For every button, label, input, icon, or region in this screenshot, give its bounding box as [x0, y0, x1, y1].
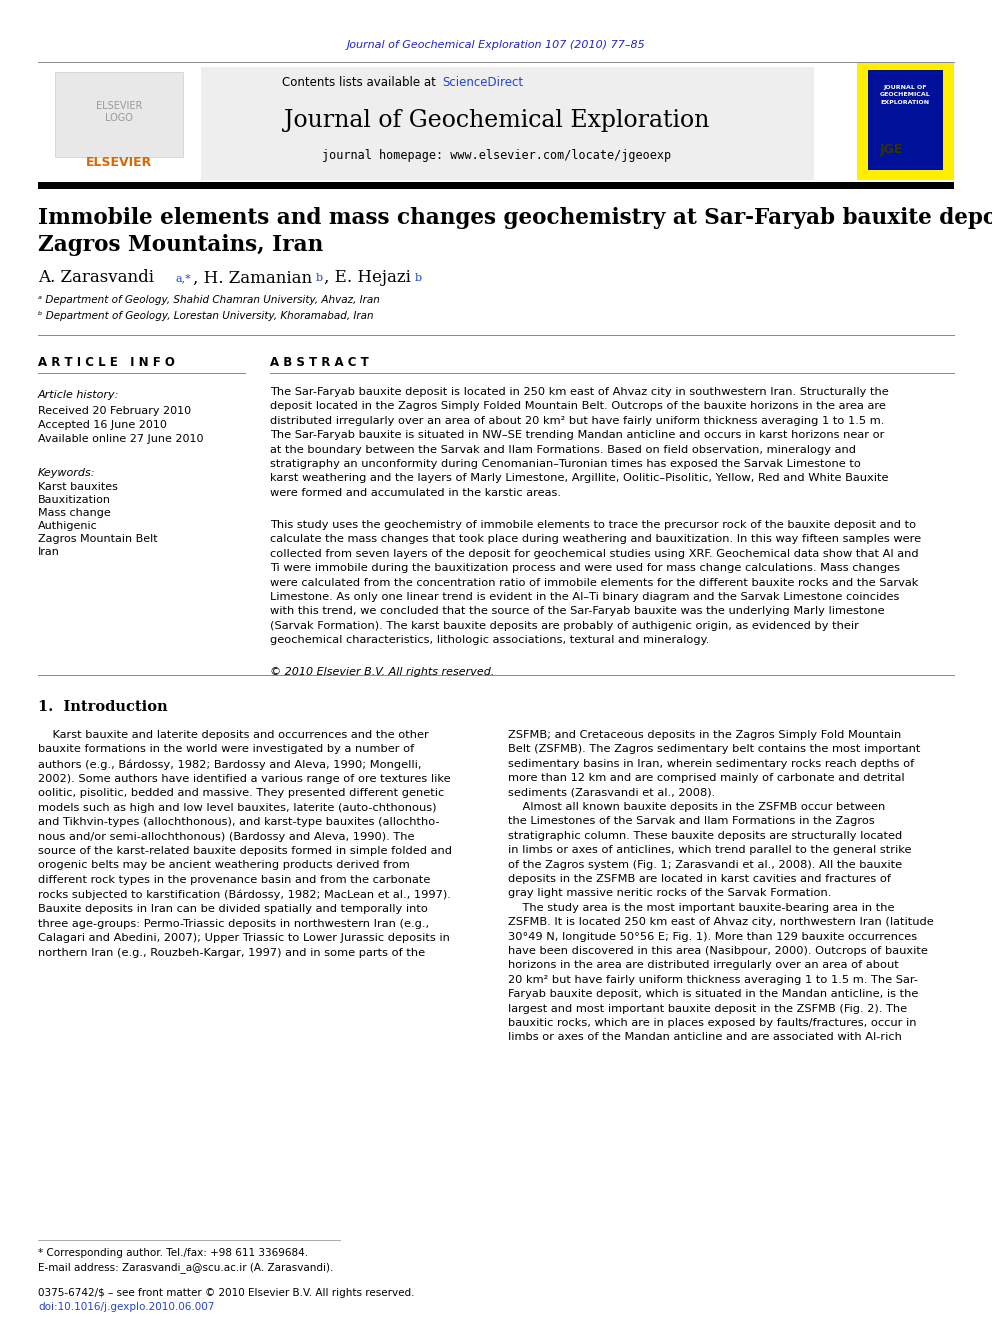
- Text: Mass change: Mass change: [38, 508, 111, 519]
- Text: a,*: a,*: [176, 273, 191, 283]
- Text: © 2010 Elsevier B.V. All rights reserved.: © 2010 Elsevier B.V. All rights reserved…: [270, 667, 494, 677]
- Text: Available online 27 June 2010: Available online 27 June 2010: [38, 434, 203, 445]
- Text: This study uses the geochemistry of immobile elements to trace the precursor roc: This study uses the geochemistry of immo…: [270, 520, 922, 646]
- Bar: [868, 70, 943, 169]
- Text: , H. Zamanian: , H. Zamanian: [193, 270, 317, 287]
- Text: Karst bauxites: Karst bauxites: [38, 482, 118, 492]
- Text: JGE: JGE: [880, 143, 904, 156]
- Text: E-mail address: Zarasvandi_a@scu.ac.ir (A. Zarasvandi).: E-mail address: Zarasvandi_a@scu.ac.ir (…: [38, 1262, 333, 1273]
- Text: Keywords:: Keywords:: [38, 468, 95, 478]
- Bar: [38, 67, 814, 180]
- Text: ELSEVIER
LOGO: ELSEVIER LOGO: [96, 101, 142, 123]
- Text: Zagros Mountain Belt: Zagros Mountain Belt: [38, 534, 158, 544]
- Text: Accepted 16 June 2010: Accepted 16 June 2010: [38, 419, 167, 430]
- Text: Immobile elements and mass changes geochemistry at Sar-Faryab bauxite deposit,: Immobile elements and mass changes geoch…: [38, 206, 992, 229]
- Text: , E. Hejazi: , E. Hejazi: [324, 270, 416, 287]
- Text: b: b: [316, 273, 323, 283]
- Text: Contents lists available at: Contents lists available at: [283, 75, 440, 89]
- Text: Journal of Geochemical Exploration 107 (2010) 77–85: Journal of Geochemical Exploration 107 (…: [346, 40, 646, 50]
- Text: ScienceDirect: ScienceDirect: [442, 75, 523, 89]
- Bar: [38, 183, 954, 189]
- Bar: [55, 71, 183, 157]
- Text: A B S T R A C T: A B S T R A C T: [270, 356, 369, 369]
- Text: journal homepage: www.elsevier.com/locate/jgeoexp: journal homepage: www.elsevier.com/locat…: [322, 148, 672, 161]
- Text: A R T I C L E   I N F O: A R T I C L E I N F O: [38, 356, 175, 369]
- Text: ᵇ Department of Geology, Lorestan University, Khoramabad, Iran: ᵇ Department of Geology, Lorestan Univer…: [38, 311, 374, 321]
- Text: Zagros Mountains, Iran: Zagros Mountains, Iran: [38, 234, 323, 255]
- Text: A. Zarasvandi: A. Zarasvandi: [38, 270, 160, 287]
- Bar: [857, 64, 954, 180]
- Text: ZSFMB; and Cretaceous deposits in the Zagros Simply Fold Mountain
Belt (ZSFMB). : ZSFMB; and Cretaceous deposits in the Za…: [508, 730, 933, 1043]
- Text: 1.  Introduction: 1. Introduction: [38, 700, 168, 714]
- Text: Article history:: Article history:: [38, 390, 119, 400]
- Text: Received 20 February 2010: Received 20 February 2010: [38, 406, 191, 415]
- Text: Authigenic: Authigenic: [38, 521, 98, 531]
- Bar: [857, 64, 954, 67]
- Text: * Corresponding author. Tel./fax: +98 611 3369684.: * Corresponding author. Tel./fax: +98 61…: [38, 1248, 309, 1258]
- Text: doi:10.1016/j.gexplo.2010.06.007: doi:10.1016/j.gexplo.2010.06.007: [38, 1302, 214, 1312]
- Text: Iran: Iran: [38, 546, 60, 557]
- Text: The Sar-Faryab bauxite deposit is located in 250 km east of Ahvaz city in southw: The Sar-Faryab bauxite deposit is locate…: [270, 388, 889, 497]
- Text: JOURNAL OF
GEOCHEMICAL
EXPLORATION: JOURNAL OF GEOCHEMICAL EXPLORATION: [880, 86, 930, 105]
- Text: ELSEVIER: ELSEVIER: [86, 156, 152, 169]
- Text: b: b: [415, 273, 423, 283]
- Text: ᵃ Department of Geology, Shahid Chamran University, Ahvaz, Iran: ᵃ Department of Geology, Shahid Chamran …: [38, 295, 380, 306]
- Text: Bauxitization: Bauxitization: [38, 495, 111, 505]
- Text: 0375-6742/$ – see front matter © 2010 Elsevier B.V. All rights reserved.: 0375-6742/$ – see front matter © 2010 El…: [38, 1289, 415, 1298]
- Bar: [38, 67, 201, 180]
- Text: Journal of Geochemical Exploration: Journal of Geochemical Exploration: [285, 108, 709, 131]
- Text: Karst bauxite and laterite deposits and occurrences and the other
bauxite format: Karst bauxite and laterite deposits and …: [38, 730, 452, 958]
